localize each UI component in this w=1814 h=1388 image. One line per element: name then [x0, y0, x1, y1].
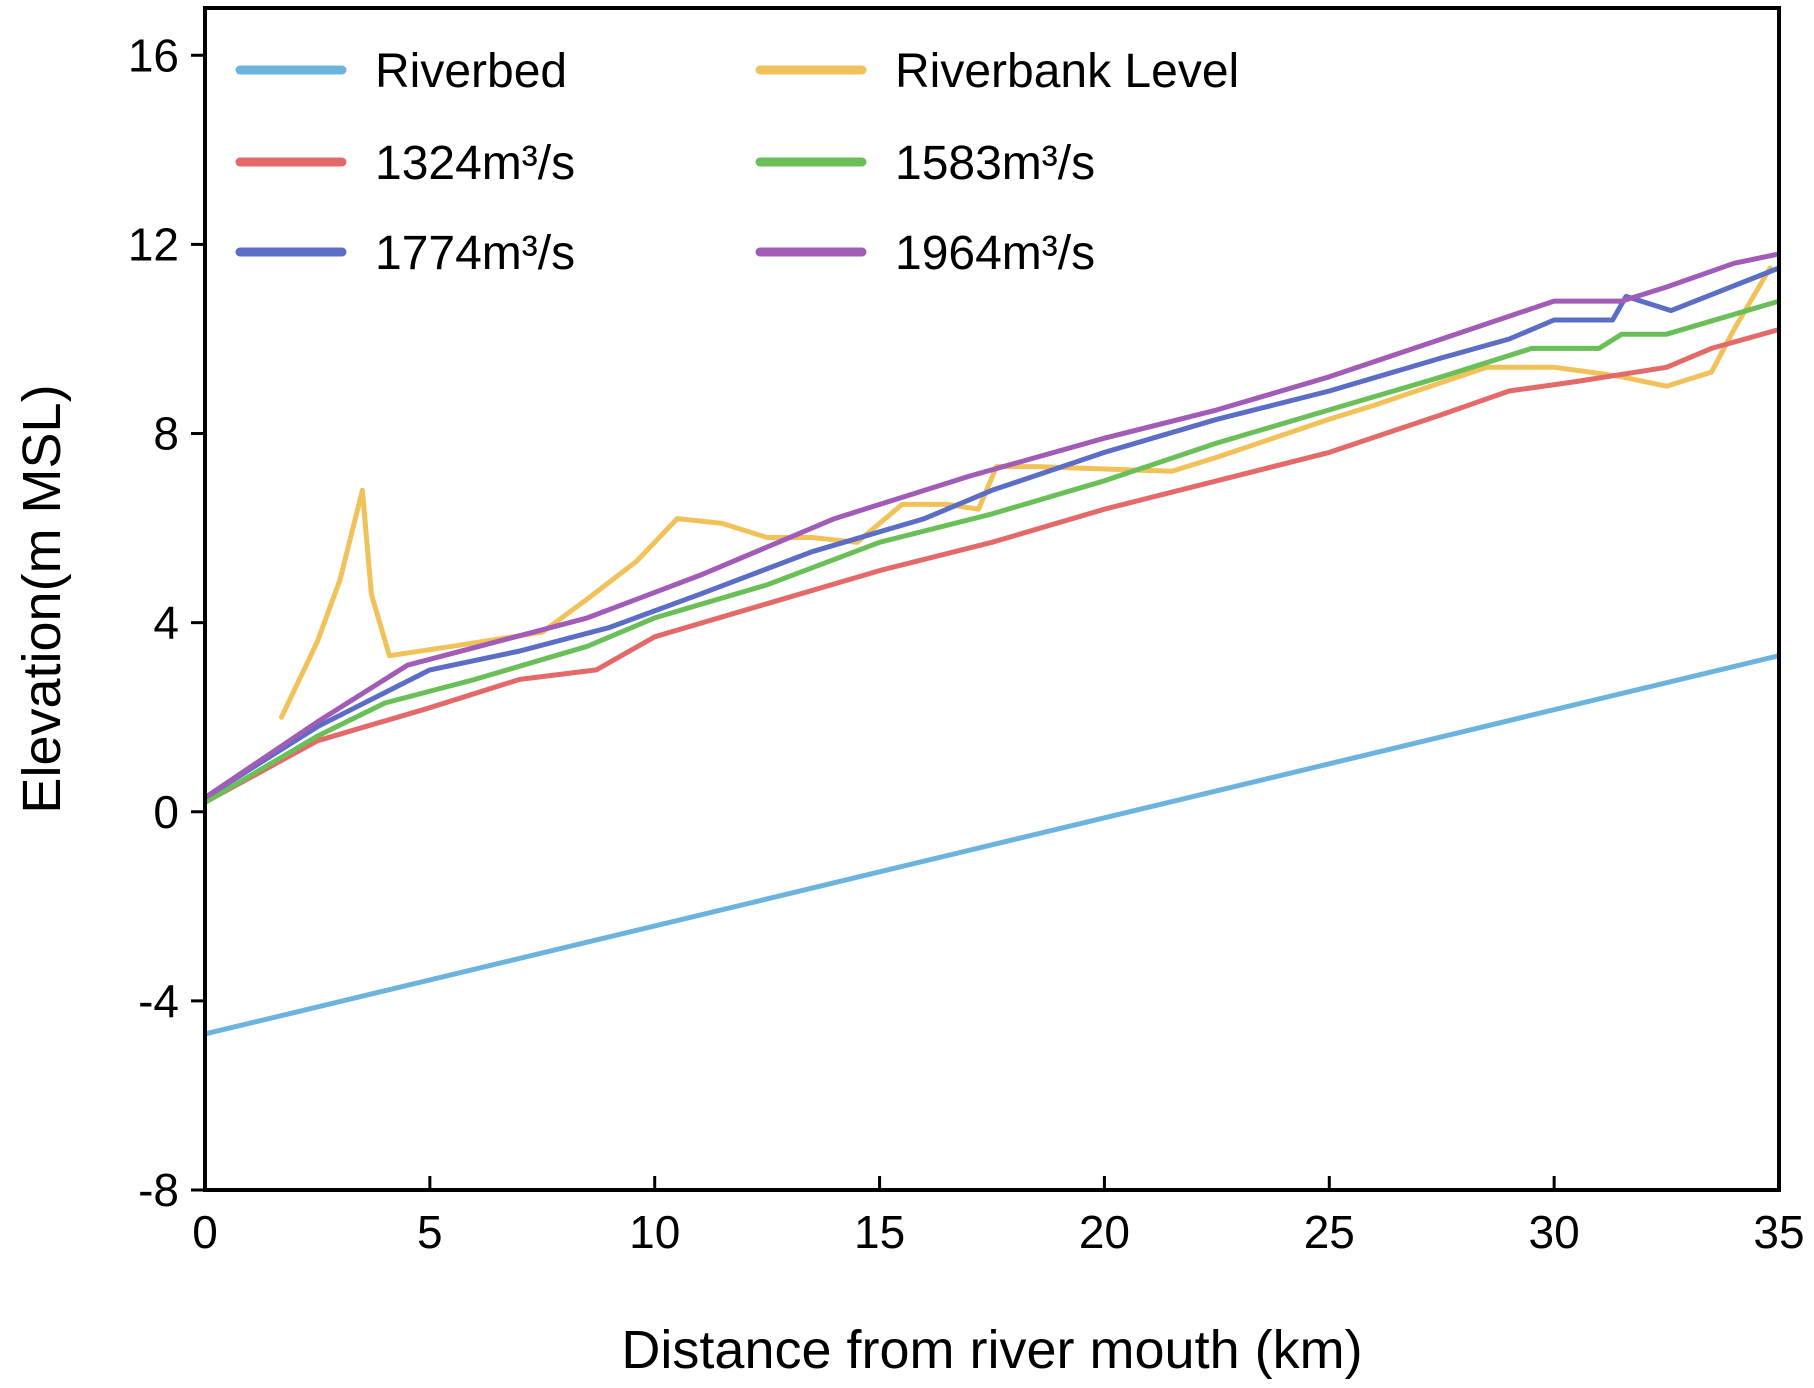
x-tick-label: 20	[1079, 1206, 1130, 1258]
x-tick-label: 10	[629, 1206, 680, 1258]
legend-label: Riverbank Level	[895, 45, 1239, 98]
y-tick-label: 8	[153, 408, 179, 460]
x-tick-label: 15	[854, 1206, 905, 1258]
y-axis: -8 -4 0 4 8 12 16	[128, 29, 205, 1216]
legend-label: 1774m³/s	[375, 227, 575, 280]
y-tick-label: -4	[138, 975, 179, 1027]
x-tick-label: 35	[1753, 1206, 1804, 1258]
series-line-riverbed	[205, 653, 1779, 1037]
y-axis-title: Elevation(m MSL)	[12, 384, 72, 813]
legend-entry: 1964m³/s	[755, 227, 1095, 280]
y-tick-label: 16	[128, 29, 179, 81]
series-line-1774m-s	[205, 265, 1779, 801]
x-axis-title: Distance from river mouth (km)	[621, 1320, 1362, 1380]
y-tick-label: 4	[153, 597, 179, 649]
series-line-1324m-s	[205, 327, 1779, 805]
legend-label: 1324m³/s	[375, 137, 575, 190]
y-tick-label: 12	[128, 218, 179, 270]
x-tick-label: 25	[1304, 1206, 1355, 1258]
series-layer	[205, 251, 1779, 1037]
y-tick-label: -8	[138, 1164, 179, 1216]
legend-label: 1964m³/s	[895, 227, 1095, 280]
legend-entry: Riverbed	[235, 45, 567, 98]
series-line-1583m-s	[205, 298, 1779, 805]
x-tick-label: 5	[417, 1206, 443, 1258]
series-line-riverbank-level	[279, 265, 1773, 720]
legend-entry: 1583m³/s	[755, 137, 1095, 190]
series-line-1964m-s	[205, 251, 1779, 801]
legend-entry: 1774m³/s	[235, 227, 575, 280]
legend-entry: 1324m³/s	[235, 137, 575, 190]
legend-label: 1583m³/s	[895, 137, 1095, 190]
x-axis: 0 5 10 15 20 25 30 35	[192, 1176, 1805, 1258]
legend-label: Riverbed	[375, 45, 567, 98]
legend-entry: Riverbank Level	[755, 45, 1239, 98]
x-tick-label: 30	[1529, 1206, 1580, 1258]
x-tick-label: 0	[192, 1206, 218, 1258]
plot-frame	[203, 6, 1781, 1192]
y-tick-label: 0	[153, 786, 179, 838]
legend: Riverbed Riverbank Level 1324m³/s 1583m³/s 1…	[235, 45, 1239, 280]
